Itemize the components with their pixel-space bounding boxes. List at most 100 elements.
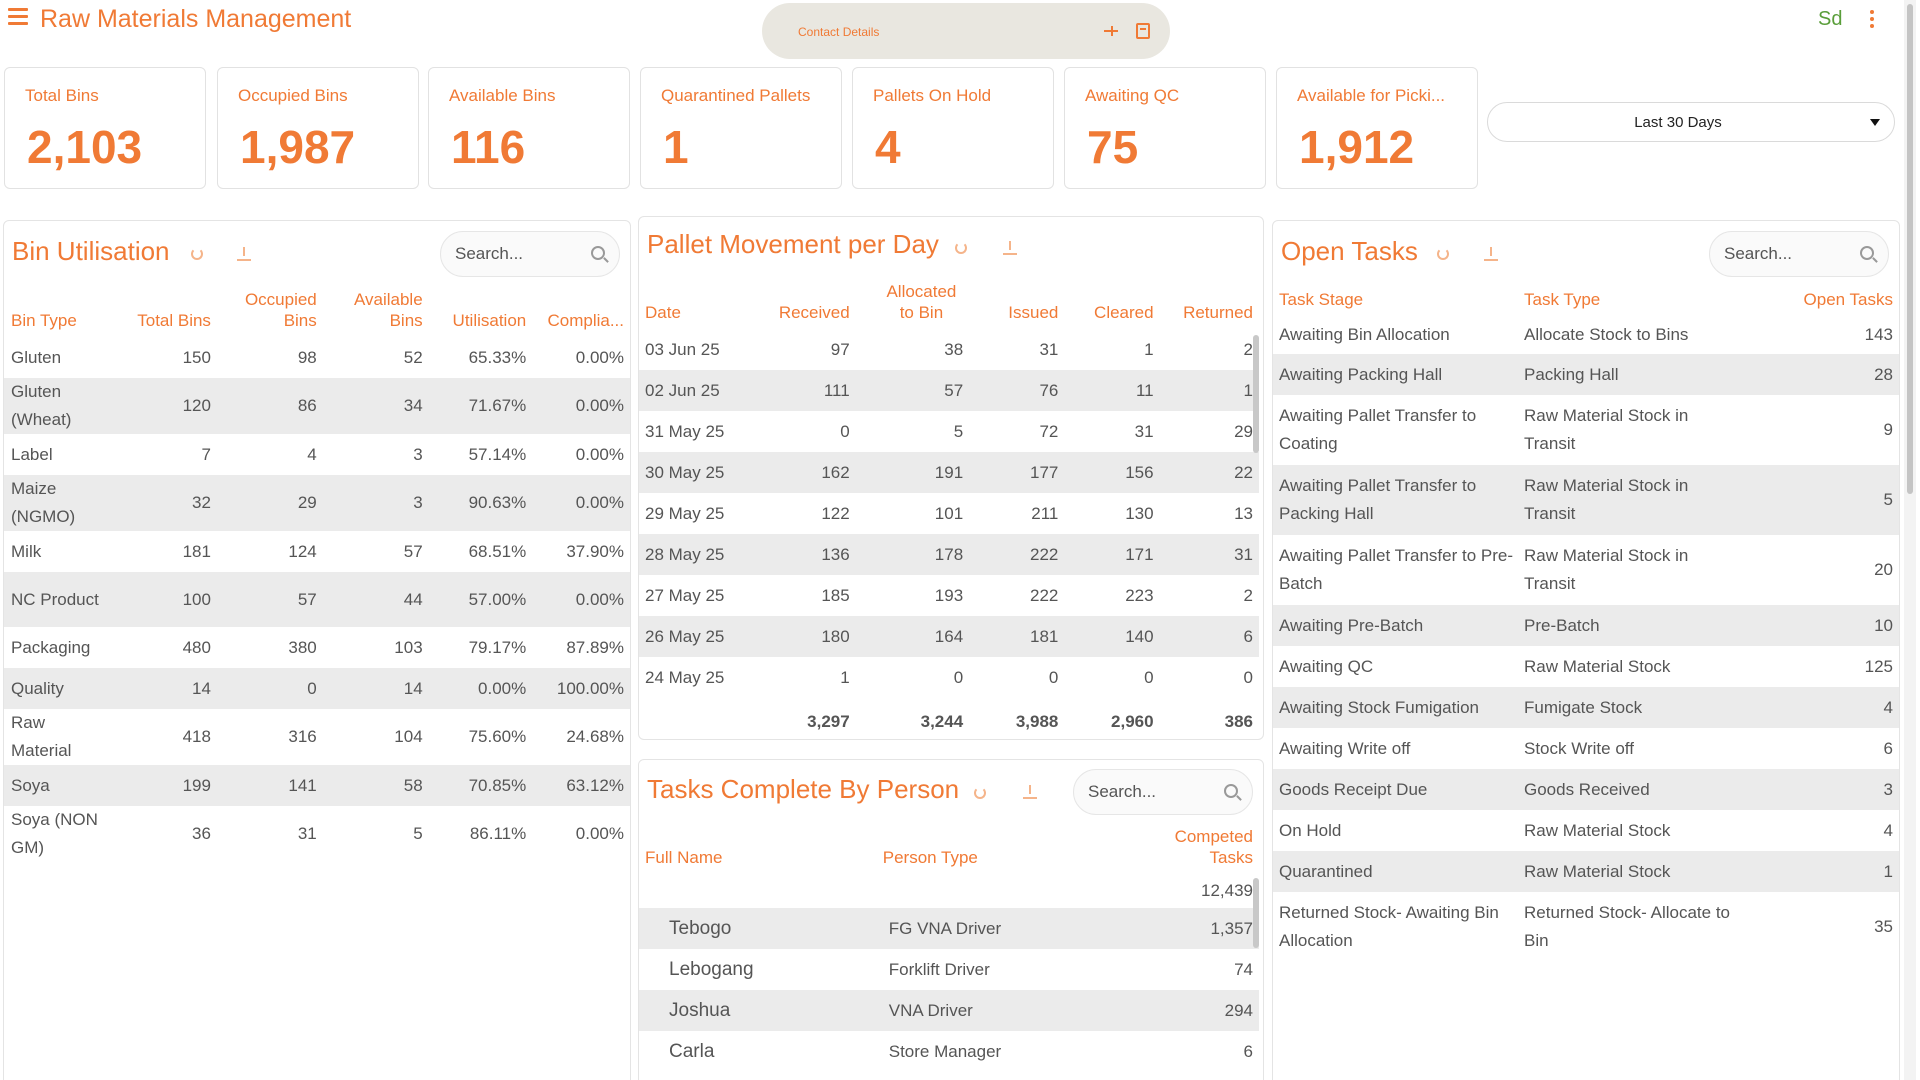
col-allocated[interactable]: Allocated to Bin: [886, 282, 957, 322]
table-row[interactable]: On Hold Raw Material Stock 4: [1273, 810, 1899, 851]
table-cell: 0.00%: [575, 824, 624, 843]
bin-search-input[interactable]: [455, 244, 575, 264]
col-task-stage[interactable]: Task Stage: [1279, 290, 1364, 309]
table-row[interactable]: Returned Stock- Awaiting Bin Allocation R…: [1273, 892, 1899, 962]
pin-icon[interactable]: [1104, 25, 1120, 37]
table-cell: 36: [192, 824, 211, 843]
kpi-card[interactable]: Available Bins 116: [428, 67, 630, 189]
table-cell: 26 May 25: [639, 616, 741, 657]
table-cell: 38: [944, 339, 964, 359]
table-row[interactable]: 28 May 25 136 178 222 171 31: [639, 534, 1259, 575]
table-row[interactable]: Awaiting Pallet Transfer to Pre-Batch Raw…: [1273, 535, 1899, 605]
table-row[interactable]: 24 May 25 1 0 0 0 0: [639, 657, 1259, 698]
col-completed-tasks[interactable]: Competed Tasks: [1174, 827, 1253, 867]
refresh-icon[interactable]: [955, 242, 967, 254]
search-icon[interactable]: [591, 246, 605, 260]
table-row[interactable]: Soya (NON GM) 36 31 5 86.11% 0.00%: [4, 806, 630, 862]
person-table-scrollbar[interactable]: [1253, 878, 1259, 948]
table-row[interactable]: 03 Jun 25 97 38 31 1 2: [639, 329, 1259, 370]
refresh-icon[interactable]: [191, 248, 203, 260]
table-row[interactable]: Soya 199 141 58 70.85% 63.12%: [4, 765, 630, 806]
table-row[interactable]: Joshua VNA Driver 294: [639, 990, 1259, 1031]
table-row[interactable]: Awaiting Stock Fumigation Fumigate Stock 4: [1273, 687, 1899, 728]
col-returned[interactable]: Returned: [1183, 303, 1253, 322]
kpi-card[interactable]: Total Bins 2,103: [4, 67, 206, 189]
col-available-bins[interactable]: Available Bins: [353, 290, 423, 330]
col-cleared[interactable]: Cleared: [1094, 303, 1154, 322]
table-row[interactable]: 30 May 25 162 191 177 156 22: [639, 452, 1259, 493]
download-icon[interactable]: [1023, 785, 1037, 799]
refresh-icon[interactable]: [974, 787, 986, 799]
table-row[interactable]: Awaiting Packing Hall Packing Hall 28: [1273, 354, 1899, 395]
date-range-select[interactable]: Last 30 Days: [1487, 102, 1895, 142]
kpi-card[interactable]: Awaiting QC 75: [1064, 67, 1266, 189]
download-icon[interactable]: [237, 247, 251, 261]
col-total-bins[interactable]: Total Bins: [137, 311, 211, 330]
user-avatar[interactable]: Sd: [1818, 8, 1843, 30]
window-icon[interactable]: [1136, 23, 1150, 39]
table-row[interactable]: Carla Store Manager 6: [639, 1031, 1259, 1072]
col-received[interactable]: Received: [778, 303, 850, 322]
table-row[interactable]: 27 May 25 185 193 222 223 2: [639, 575, 1259, 616]
col-task-type[interactable]: Task Type: [1524, 290, 1601, 309]
table-cell: Awaiting Pallet Transfer to Packing Hall: [1273, 465, 1524, 535]
search-icon[interactable]: [1860, 246, 1874, 260]
table-row[interactable]: 02 Jun 25 111 57 76 11 1: [639, 370, 1259, 411]
date-range-value: Last 30 Days: [1634, 114, 1722, 131]
page-scrollbar[interactable]: [1904, 0, 1916, 1080]
col-issued[interactable]: Issued: [1008, 303, 1059, 322]
table-row[interactable]: Raw Material 418 316 104 75.60% 24.68%: [4, 709, 630, 765]
table-cell: 87.89%: [566, 637, 624, 657]
table-cell: 178: [849, 534, 964, 575]
table-row[interactable]: 31 May 25 0 5 72 31 29: [639, 411, 1259, 452]
col-bin-type[interactable]: Bin Type: [11, 311, 77, 330]
person-search-input[interactable]: [1088, 782, 1208, 802]
pallet-movement-title: Pallet Movement per Day: [647, 229, 939, 259]
table-cell: 3: [413, 444, 423, 464]
table-row[interactable]: Gluten 150 98 52 65.33% 0.00%: [4, 337, 630, 378]
table-row[interactable]: Awaiting Bin Allocation Allocate Stock to…: [1273, 316, 1899, 354]
open-tasks-search-input[interactable]: [1724, 244, 1844, 264]
refresh-icon[interactable]: [1437, 248, 1449, 260]
tasks-by-person-panel: Tasks Complete By Person Full Name Perso…: [638, 759, 1264, 1080]
table-row[interactable]: Quality 14 0 14 0.00% 100.00%: [4, 668, 630, 709]
table-row[interactable]: Awaiting QC Raw Material Stock 125: [1273, 646, 1899, 687]
table-row[interactable]: Maize (NGMO) 32 29 3 90.63% 0.00%: [4, 475, 630, 531]
table-row[interactable]: Quarantined Raw Material Stock 1: [1273, 851, 1899, 892]
table-row[interactable]: Packaging 480 380 103 79.17% 87.89%: [4, 627, 630, 668]
table-row[interactable]: Awaiting Write off Stock Write off 6: [1273, 728, 1899, 769]
table-row[interactable]: Label 7 4 3 57.14% 0.00%: [4, 434, 630, 475]
col-occupied-bins[interactable]: Occupied Bins: [244, 290, 317, 330]
table-row[interactable]: Lebogang Forklift Driver 74: [639, 949, 1259, 990]
table-row[interactable]: Tebogo FG VNA Driver 1,357: [639, 908, 1259, 949]
menu-icon[interactable]: [8, 8, 28, 26]
search-icon[interactable]: [1224, 784, 1238, 798]
table-row[interactable]: Awaiting Pallet Transfer to Coating Raw M…: [1273, 395, 1899, 465]
table-row[interactable]: Milk 181 124 57 68.51% 37.90%: [4, 531, 630, 572]
kpi-card[interactable]: Available for Picki... 1,912: [1276, 67, 1478, 189]
col-person-type[interactable]: Person Type: [882, 848, 978, 867]
col-date[interactable]: Date: [645, 303, 681, 322]
pallet-totals-row: 3,297 3,244 3,988 2,960 386: [639, 708, 1259, 736]
col-open-tasks[interactable]: Open Tasks: [1803, 290, 1893, 309]
kpi-card[interactable]: Pallets On Hold 4: [852, 67, 1054, 189]
download-icon[interactable]: [1484, 247, 1498, 261]
kebab-menu-icon[interactable]: [1870, 10, 1876, 30]
col-full-name[interactable]: Full Name: [645, 848, 723, 867]
pallet-table-scrollbar[interactable]: [1253, 335, 1259, 453]
table-row[interactable]: Goods Receipt Due Goods Received 3: [1273, 769, 1899, 810]
page-scrollbar-thumb[interactable]: [1907, 4, 1913, 494]
contact-details-bar[interactable]: Contact Details: [762, 3, 1170, 59]
table-row[interactable]: Awaiting Pallet Transfer to Packing Hall…: [1273, 465, 1899, 535]
kpi-card[interactable]: Quarantined Pallets 1: [640, 67, 842, 189]
col-utilisation[interactable]: Utilisation: [452, 311, 527, 330]
table-row[interactable]: Awaiting Pre-Batch Pre-Batch 10: [1273, 605, 1899, 646]
table-cell: 0: [953, 667, 964, 687]
kpi-card[interactable]: Occupied Bins 1,987: [217, 67, 419, 189]
table-row[interactable]: NC Product 100 57 44 57.00% 0.00%: [4, 572, 630, 627]
download-icon[interactable]: [1003, 241, 1017, 255]
col-compliance[interactable]: Complia...: [547, 311, 624, 330]
table-row[interactable]: 26 May 25 180 164 181 140 6: [639, 616, 1259, 657]
table-row[interactable]: 29 May 25 122 101 211 130 13: [639, 493, 1259, 534]
table-row[interactable]: Gluten (Wheat) 120 86 34 71.67% 0.00%: [4, 378, 630, 434]
